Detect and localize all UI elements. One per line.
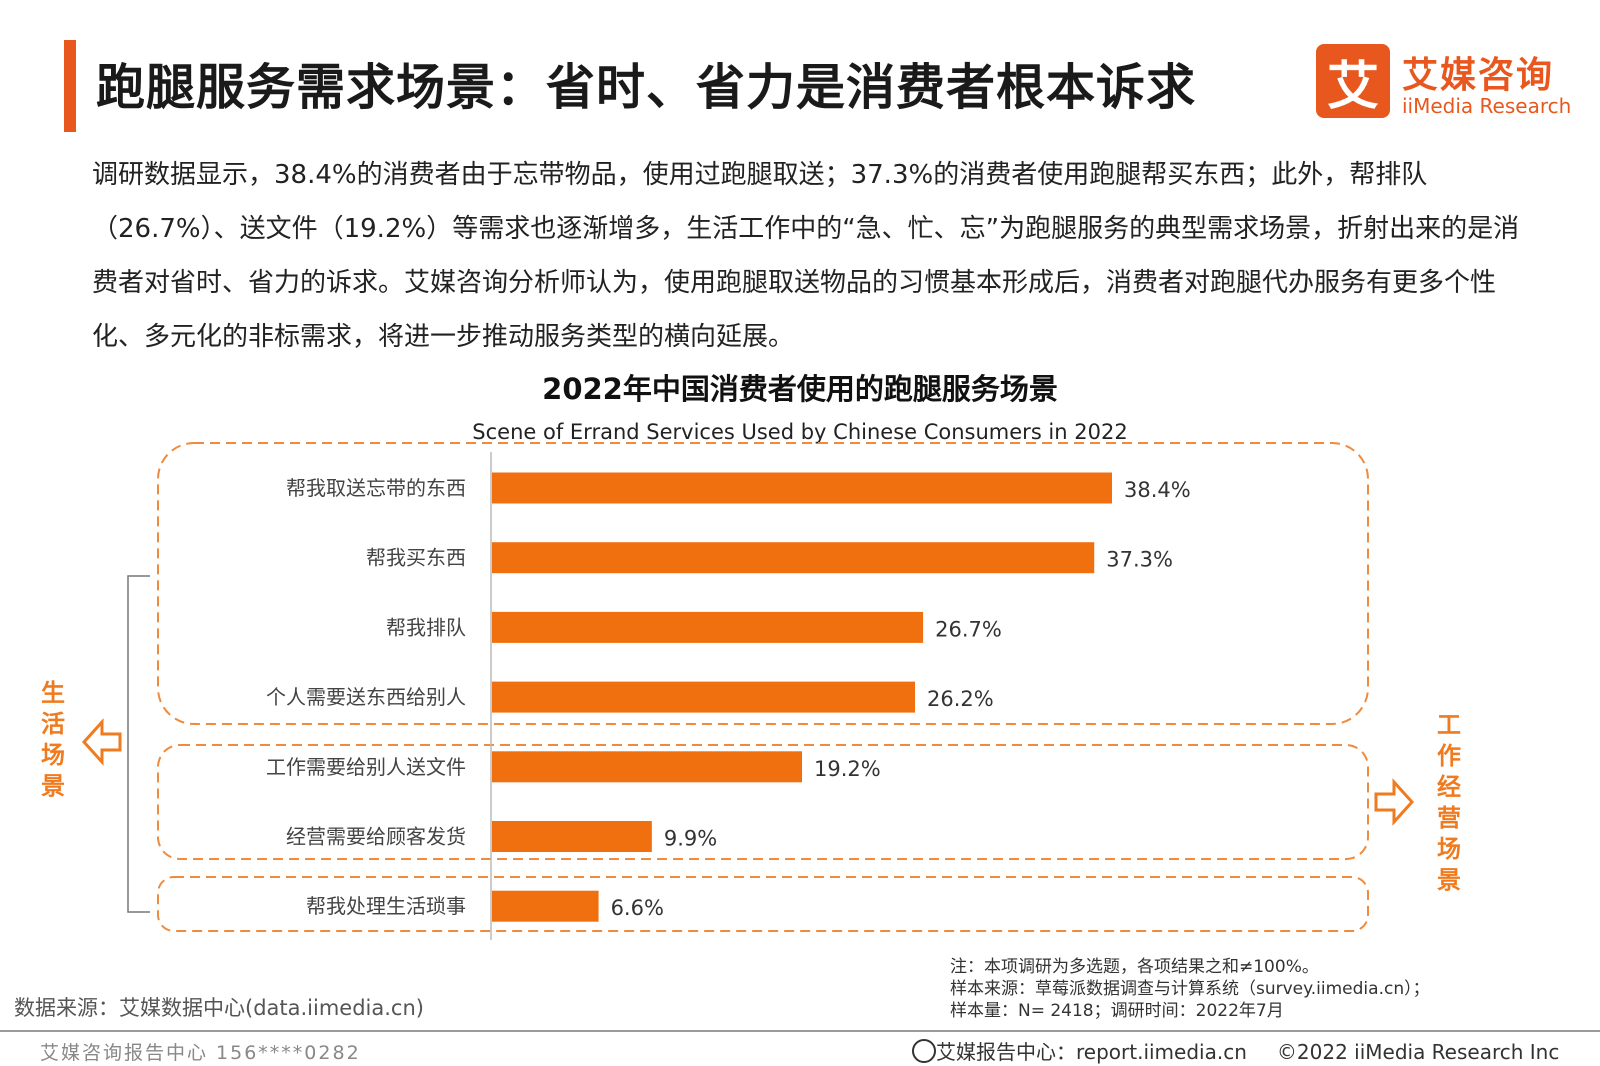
report-center-link[interactable]: 艾媒报告中心：report.iimedia.cn: [936, 1040, 1247, 1064]
value-label: 38.4%: [1124, 478, 1191, 502]
category-label: 帮我处理生活琐事: [306, 894, 466, 918]
category-label: 经营需要给顾客发货: [286, 825, 466, 849]
note-line: 样本量：N= 2418；调研时间：2022年7月: [950, 1001, 1284, 1021]
chart-notes: 注：本项调研为多选题，各项结果之和≠100%。 样本来源：草莓派数据调查与计算系…: [950, 956, 1430, 1022]
category-label: 个人需要送东西给别人: [266, 685, 466, 709]
bar: [492, 611, 924, 643]
logo-text-cn: 艾媒咨询: [1402, 55, 1555, 96]
chart-title: 2022年中国消费者使用的跑腿服务场景: [542, 372, 1058, 406]
logo-text-en: iiMedia Research: [1402, 94, 1572, 118]
bar: [492, 751, 802, 783]
value-label: 19.2%: [814, 757, 881, 781]
footer-right: 艾媒报告中心：report.iimedia.cn ©2022 iiMedia Re…: [912, 1036, 1559, 1065]
bar: [492, 890, 599, 922]
value-label: 37.3%: [1106, 548, 1173, 572]
life-scene-label: 生活场景: [41, 679, 65, 800]
iimedia-logo: 艾 艾媒咨询 iiMedia Research: [1316, 44, 1592, 124]
work-group-frame: [157, 744, 1369, 860]
note-line: 注：本项调研为多选题，各项结果之和≠100%。: [950, 957, 1319, 977]
bar: [492, 472, 1112, 504]
arrow-right-icon: [1374, 778, 1415, 826]
bar-series: 帮我取送忘带的东西 38.4% 帮我买东西 37.3% 帮我排队 26.7% 个人需要送东西…: [266, 472, 1191, 922]
bar: [492, 681, 916, 713]
intro-paragraph: 调研数据显示，38.4%的消费者由于忘带物品，使用过跑腿取送；37.3%的消费者…: [92, 160, 1520, 352]
footer-divider: [0, 1030, 1600, 1032]
page-title: 跑腿服务需求场景：省时、省力是消费者根本诉求: [96, 59, 1197, 116]
category-label: 帮我排队: [386, 615, 466, 639]
globe-icon: [912, 1039, 936, 1063]
category-label: 帮我买东西: [366, 546, 466, 570]
bar-chart: 帮我取送忘带的东西 38.4% 帮我买东西 37.3% 帮我排队 26.7% 个人需要送东西…: [81, 442, 1415, 940]
footer-watermark: 艾媒咨询报告中心 156****0282: [40, 1042, 361, 1064]
title-accent-bar: [64, 40, 76, 132]
life-bracket: [127, 575, 150, 913]
note-line: 样本来源：草莓派数据调查与计算系统（survey.iimedia.cn）；: [950, 979, 1430, 999]
work-scene-label: 工作经营场景: [1437, 711, 1461, 894]
copyright: ©2022 iiMedia Research Inc: [1276, 1040, 1560, 1064]
category-label: 工作需要给别人送文件: [266, 755, 466, 779]
data-source: 数据来源：艾媒数据中心(data.iimedia.cn): [14, 996, 424, 1020]
bar: [492, 821, 652, 852]
value-label: 26.7%: [935, 617, 1002, 641]
arrow-left-icon: [81, 718, 122, 766]
bar: [492, 542, 1095, 574]
logo-mark: 艾: [1316, 44, 1390, 118]
life-group-frame: [157, 442, 1369, 725]
chart-subtitle: Scene of Errand Services Used by Chinese…: [472, 420, 1128, 444]
category-label: 帮我取送忘带的东西: [286, 476, 466, 500]
value-label: 26.2%: [927, 687, 994, 711]
value-label: 9.9%: [664, 827, 717, 851]
value-label: 6.6%: [611, 896, 664, 920]
